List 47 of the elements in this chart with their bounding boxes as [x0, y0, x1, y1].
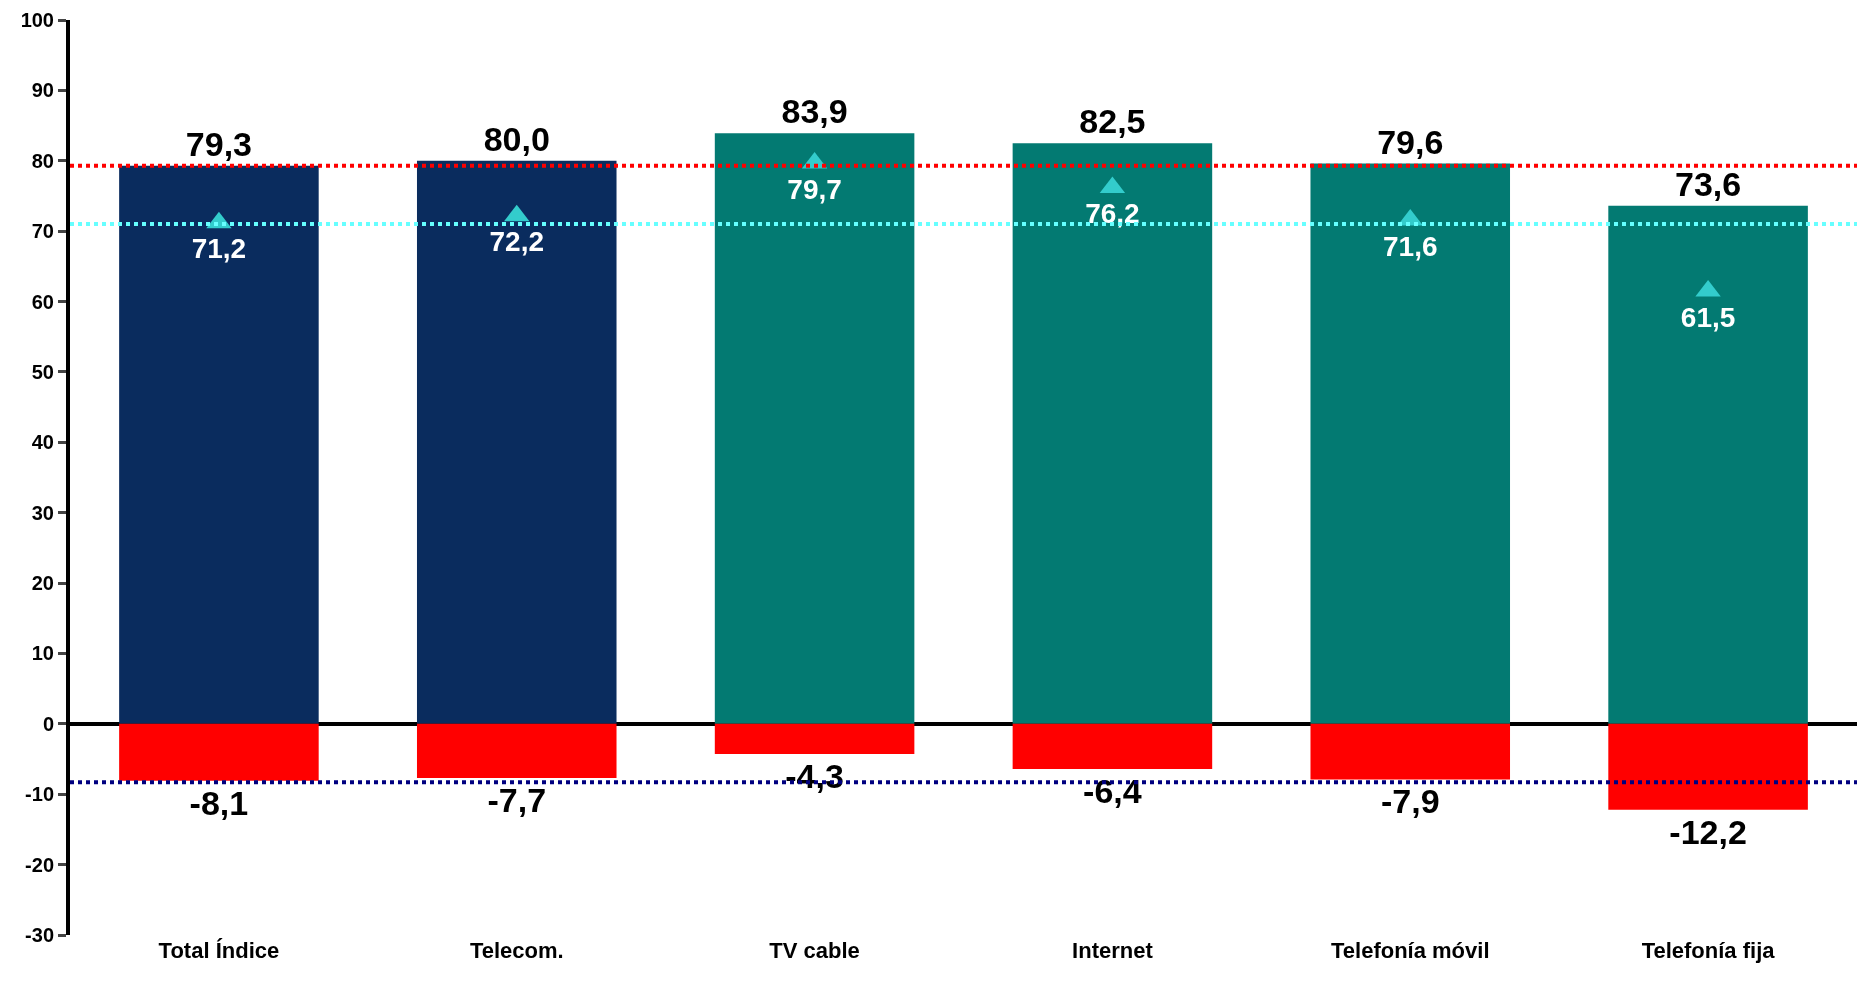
- data-label: 79,6: [1377, 122, 1444, 161]
- x-tick-label: TV cable: [769, 938, 860, 963]
- x-tick-label: Internet: [1072, 938, 1154, 963]
- x-tick-label: Telefonía fija: [1641, 938, 1776, 963]
- data-label: 83,9: [781, 92, 848, 131]
- y-tick-label: 30: [31, 501, 54, 524]
- bar: [714, 133, 915, 724]
- y-tick-label: 100: [20, 9, 54, 31]
- bar: [416, 160, 617, 724]
- data-label: 79,7: [787, 173, 842, 205]
- y-tick-label: 60: [31, 290, 54, 313]
- data-label: -7,7: [487, 781, 547, 820]
- x-tick-label: Telefonía móvil: [1330, 938, 1490, 963]
- bar: [1012, 723, 1213, 769]
- y-tick-label: 10: [31, 642, 54, 665]
- y-tick-label: 20: [31, 572, 54, 595]
- bar: [1310, 723, 1511, 780]
- data-label: -7,9: [1380, 782, 1440, 821]
- x-tick-label: Telecom.: [469, 938, 564, 963]
- data-label: 61,5: [1680, 301, 1736, 333]
- y-tick-label: 50: [31, 360, 54, 383]
- y-tick-label: 90: [31, 79, 54, 102]
- y-tick-label: 80: [31, 149, 54, 172]
- y-tick-label: 40: [31, 431, 54, 454]
- y-tick-label: -20: [25, 853, 54, 876]
- y-tick-label: -10: [25, 783, 54, 806]
- data-label: 80,0: [483, 119, 550, 158]
- data-label: 72,2: [489, 226, 544, 258]
- data-label: 73,6: [1674, 164, 1742, 203]
- bar: [1310, 163, 1511, 724]
- y-tick-label: 70: [31, 220, 54, 243]
- bar: [1608, 205, 1808, 724]
- data-label: -8,1: [189, 783, 249, 822]
- bar: [416, 723, 617, 779]
- y-tick-label: -30: [25, 924, 54, 946]
- data-label: 71,6: [1383, 230, 1438, 262]
- data-label: 79,3: [185, 124, 253, 163]
- data-label: -12,2: [1669, 812, 1747, 851]
- bar: [119, 165, 319, 724]
- bar: [1012, 143, 1213, 724]
- x-tick-label: Total Índice: [158, 938, 280, 963]
- data-label: 82,5: [1079, 102, 1146, 141]
- bar: [1608, 723, 1808, 810]
- data-label: 71,2: [191, 233, 247, 265]
- y-tick-label: 0: [42, 712, 54, 735]
- bar: [119, 723, 319, 781]
- bar: [714, 723, 915, 755]
